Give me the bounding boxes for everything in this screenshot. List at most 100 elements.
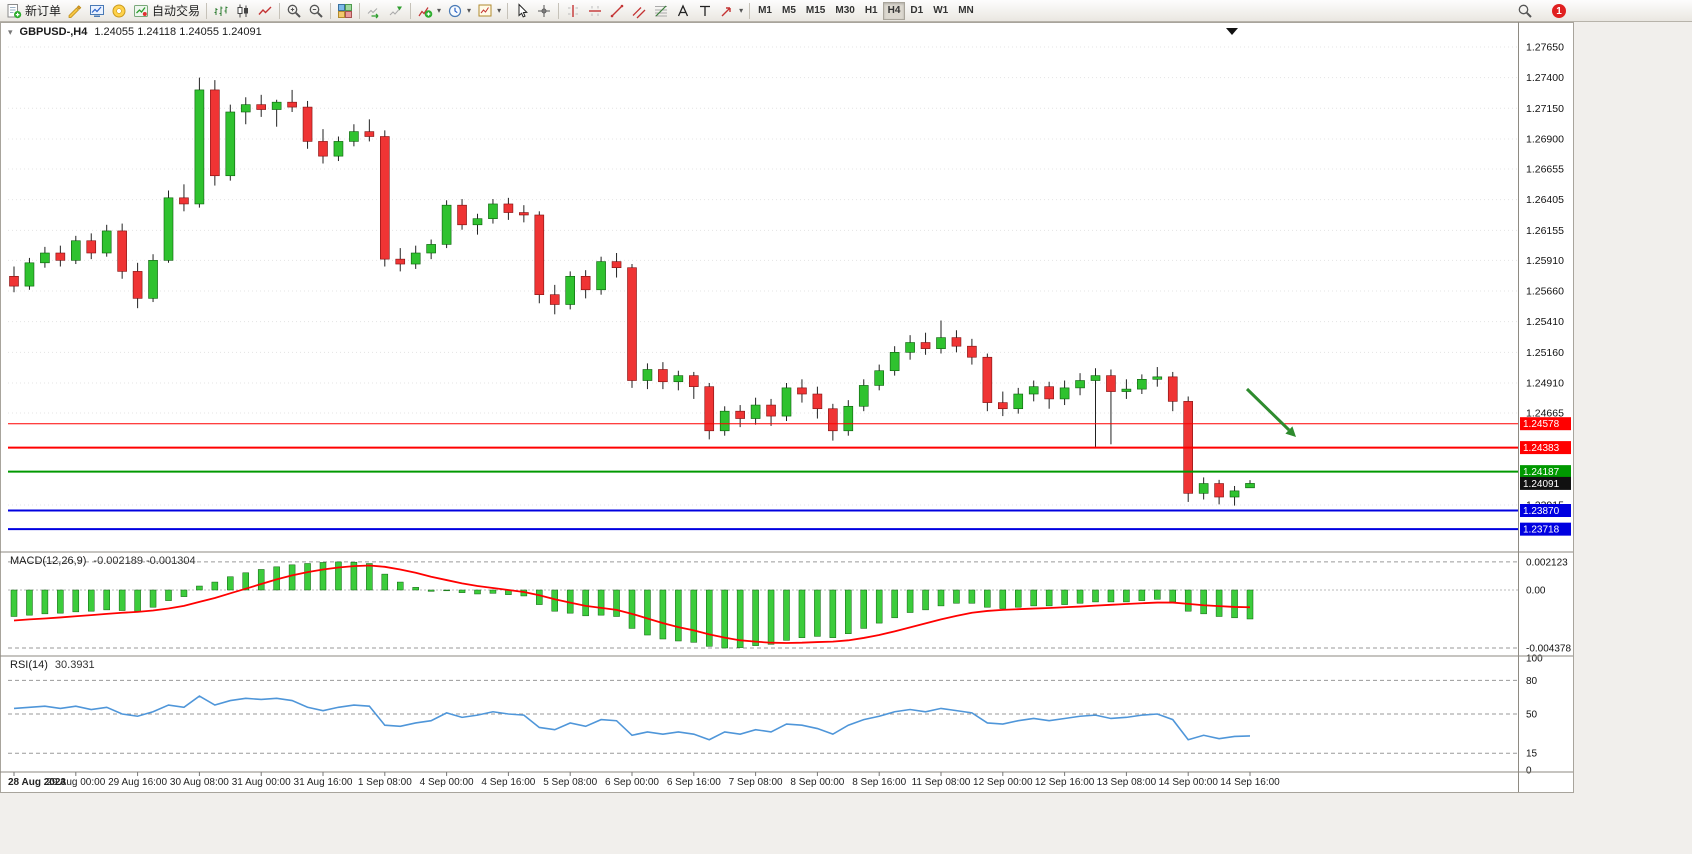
price-badge-label: 1.24091 bbox=[1523, 479, 1560, 490]
horizontal-line-button[interactable] bbox=[584, 1, 606, 21]
dropdown-arrow-icon: ▾ bbox=[497, 6, 502, 15]
price-badge-label: 1.24578 bbox=[1523, 419, 1560, 430]
timeframe-m5-button[interactable]: M5 bbox=[777, 2, 801, 20]
market-watch-button[interactable] bbox=[86, 1, 108, 21]
new-order-button-label: 新订单 bbox=[25, 4, 62, 18]
price-badge-label: 1.24187 bbox=[1523, 467, 1560, 478]
price-badge bbox=[1520, 417, 1571, 431]
fibonacci-button[interactable] bbox=[650, 1, 672, 21]
templates-icon bbox=[477, 3, 493, 19]
time-tick-label: 12 Sep 00:00 bbox=[973, 777, 1033, 788]
toolbar: 新订单 自动交易 ▾ ▾ ▾ ▾ M1 M5 M15 M30 H1 H4 D1 W1 MN 1 bbox=[0, 0, 1692, 22]
toolbar-separator bbox=[507, 2, 509, 19]
line-chart-mode-button[interactable] bbox=[254, 1, 276, 21]
dropdown-arrow-icon: ▾ bbox=[437, 6, 442, 15]
rsi-panel bbox=[8, 679, 1518, 754]
macd-axis-label: -0.004378 bbox=[1526, 643, 1571, 654]
price-badge bbox=[1520, 522, 1571, 536]
text-label-button[interactable] bbox=[694, 1, 716, 21]
zoom-out-button[interactable] bbox=[305, 1, 327, 21]
notification-badge[interactable]: 1 bbox=[1552, 4, 1566, 18]
trendline-button[interactable] bbox=[606, 1, 628, 21]
zoom-in-button[interactable] bbox=[283, 1, 305, 21]
mql5-community-button[interactable] bbox=[108, 1, 130, 21]
indicators-icon bbox=[417, 3, 433, 19]
time-tick-label: 7 Sep 08:00 bbox=[729, 777, 783, 788]
price-badge bbox=[1520, 465, 1571, 479]
cursor-button[interactable] bbox=[511, 1, 533, 21]
chart-shift-button[interactable] bbox=[385, 1, 407, 21]
timeframe-d1-button[interactable]: D1 bbox=[905, 2, 928, 20]
templates-button[interactable]: ▾ bbox=[474, 1, 504, 21]
time-tick-label: 5 Sep 08:00 bbox=[543, 777, 597, 788]
price-tick-label: 1.26405 bbox=[1526, 194, 1564, 206]
trendline-icon bbox=[609, 3, 625, 19]
time-tick-label: 6 Sep 00:00 bbox=[605, 777, 659, 788]
time-tick-label: 31 Aug 16:00 bbox=[294, 777, 353, 788]
timeframe-m30-button[interactable]: M30 bbox=[830, 2, 859, 20]
price-badge bbox=[1520, 441, 1571, 455]
timeframe-m1-button[interactable]: M1 bbox=[753, 2, 777, 20]
vertical-line-icon bbox=[565, 3, 581, 19]
one-click-trading-toggle[interactable]: ▾ bbox=[8, 26, 13, 37]
search-icon bbox=[1517, 3, 1533, 19]
indicators-button[interactable]: ▾ bbox=[414, 1, 444, 21]
metaeditor-icon bbox=[67, 3, 83, 19]
time-tick-label: 14 Sep 16:00 bbox=[1220, 777, 1280, 788]
symbol-timeframe-label: GBPUSD-,H4 bbox=[19, 26, 88, 38]
rsi-axis-label: 15 bbox=[1526, 749, 1538, 760]
timeframe-m15-button[interactable]: M15 bbox=[801, 2, 830, 20]
community-icon bbox=[111, 3, 127, 19]
price-tick-label: 1.26900 bbox=[1526, 133, 1564, 145]
tile-windows-icon bbox=[337, 3, 353, 19]
arrow-objects-icon bbox=[719, 3, 735, 19]
annotation-arrow[interactable] bbox=[1245, 387, 1296, 437]
horizontal-line-objects[interactable]: 1.24578 1.24383 1.24187 1.23870 1.23718 1.240… bbox=[8, 417, 1571, 536]
rsi-axis-label: 50 bbox=[1526, 710, 1538, 721]
rsi-value: 30.3931 bbox=[54, 659, 95, 671]
dropdown-arrow-icon: ▾ bbox=[467, 6, 472, 15]
price-badge-label: 1.24383 bbox=[1523, 443, 1560, 454]
rsi-axis-label: 0 bbox=[1526, 766, 1532, 777]
crosshair-button[interactable] bbox=[533, 1, 555, 21]
text-label-icon bbox=[697, 3, 713, 19]
time-tick-label: 1 Sep 08:00 bbox=[358, 777, 412, 788]
price-tick-label: 1.25160 bbox=[1526, 347, 1564, 359]
metaeditor-button[interactable] bbox=[64, 1, 86, 21]
candlestick-mode-button[interactable] bbox=[232, 1, 254, 21]
price-tick-label: 1.25660 bbox=[1526, 286, 1564, 298]
macd-axis-label: 0.002123 bbox=[1526, 557, 1568, 568]
tile-windows-button[interactable] bbox=[334, 1, 356, 21]
toolbar-separator bbox=[279, 2, 281, 19]
macd-indicator-label: MACD(12,26,9) -0.002189 -0.001304 bbox=[10, 555, 196, 567]
candles-layer bbox=[9, 77, 1255, 506]
timeframe-h1-button[interactable]: H1 bbox=[860, 2, 883, 20]
auto-scroll-button[interactable] bbox=[363, 1, 385, 21]
search-button[interactable] bbox=[1514, 1, 1536, 21]
fibonacci-icon bbox=[653, 3, 669, 19]
rsi-indicator-label: RSI(14) 30.3931 bbox=[10, 659, 95, 671]
equidistant-channel-button[interactable] bbox=[628, 1, 650, 21]
price-badge bbox=[1520, 504, 1571, 518]
arrow-objects-button[interactable]: ▾ bbox=[716, 1, 746, 21]
price-chart[interactable]: 1.27650 1.27400 1.27150 1.26900 1.26655 1.264… bbox=[0, 22, 1692, 854]
zoom-out-icon bbox=[308, 3, 324, 19]
time-tick-label: 29 Aug 16:00 bbox=[108, 777, 167, 788]
text-button[interactable] bbox=[672, 1, 694, 21]
time-tick-label: 14 Sep 00:00 bbox=[1158, 777, 1218, 788]
periods-button[interactable]: ▾ bbox=[444, 1, 474, 21]
new-order-button[interactable]: 新订单 bbox=[3, 1, 64, 21]
new-order-icon bbox=[6, 3, 22, 19]
bar-chart-mode-button[interactable] bbox=[210, 1, 232, 21]
price-tick-label: 1.26155 bbox=[1526, 225, 1564, 237]
vertical-line-button[interactable] bbox=[562, 1, 584, 21]
price-scale[interactable]: 1.27650 1.27400 1.27150 1.26900 1.26655 1.264… bbox=[1526, 42, 1564, 512]
auto-trading-button[interactable]: 自动交易 bbox=[130, 1, 203, 21]
price-badge-label: 1.23870 bbox=[1523, 506, 1560, 517]
price-tick-label: 1.27400 bbox=[1526, 72, 1564, 84]
timeframe-h4-button[interactable]: H4 bbox=[882, 1, 906, 20]
timeframe-w1-button[interactable]: W1 bbox=[928, 2, 953, 20]
cursor-icon bbox=[514, 2, 530, 19]
timeframe-mn-button[interactable]: MN bbox=[953, 2, 979, 20]
